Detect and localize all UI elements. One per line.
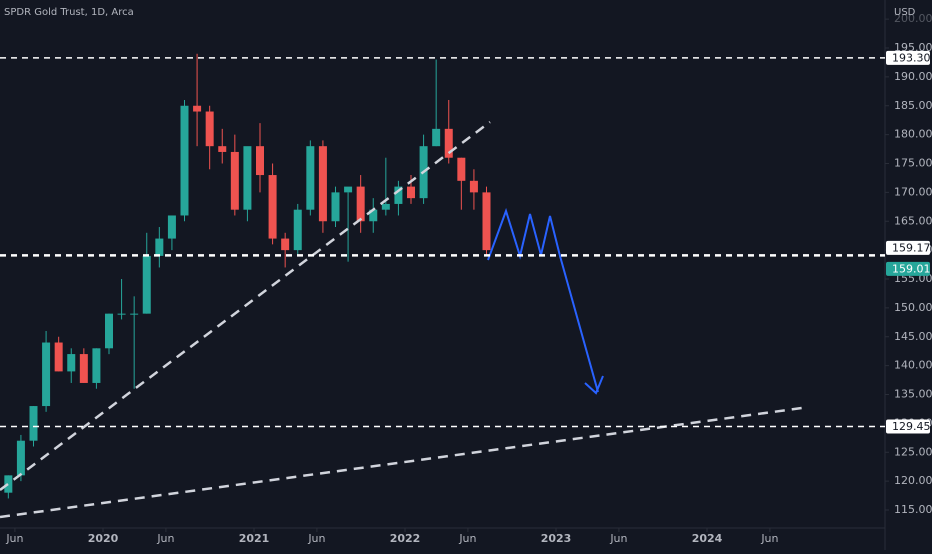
candle-body [180, 105, 189, 216]
y-tick-label: 125.00 [894, 445, 932, 458]
candle-body [105, 313, 113, 349]
candle-body [293, 209, 302, 251]
last-price-label-bg [886, 261, 930, 276]
candle-body [457, 157, 466, 181]
level-label-bg [886, 419, 930, 434]
y-tick-label: 135.00 [894, 388, 932, 401]
candle-body [16, 440, 25, 476]
candle-body [218, 146, 227, 152]
candle-body [155, 238, 164, 256]
candle-body [281, 238, 290, 251]
x-tick-label: 2021 [239, 532, 270, 545]
trendline [0, 406, 803, 519]
trendline [0, 121, 491, 491]
candle-body [243, 146, 252, 210]
candle-body [306, 146, 315, 210]
x-tick-label: Jun [609, 532, 627, 545]
candle-body [444, 128, 453, 158]
y-tick-label: 120.00 [894, 474, 932, 487]
candle-body [54, 342, 63, 372]
candle-body [381, 203, 390, 210]
x-tick-label: 2020 [88, 532, 119, 545]
candle-body [79, 354, 88, 383]
candle-body [67, 354, 76, 372]
candle-body [407, 186, 415, 199]
candle-body [230, 151, 239, 210]
projection-arrow [584, 375, 604, 395]
candle-body [42, 342, 51, 407]
y-tick-label: 165.00 [894, 214, 932, 227]
x-tick-label: Jun [156, 532, 174, 545]
candle-body [256, 146, 264, 176]
x-tick-label: 2023 [541, 532, 572, 545]
candle-body [432, 128, 441, 147]
y-tick-label: 200.00 [894, 12, 932, 25]
candle-body [482, 192, 491, 251]
last-price-label: 159.01 [892, 262, 931, 275]
candle-body [29, 406, 38, 441]
x-tick-label: Jun [5, 532, 23, 545]
level-label-bg [886, 50, 930, 65]
candle-body [142, 255, 151, 314]
candle-body [369, 209, 378, 222]
candle-body [205, 111, 214, 147]
level-label-bg [886, 240, 930, 255]
candle-body [331, 192, 340, 222]
y-tick-label: 175.00 [894, 157, 932, 170]
x-tick-label: Jun [458, 532, 476, 545]
y-tick-label: 150.00 [894, 301, 932, 314]
y-tick-label: 115.00 [894, 503, 932, 516]
candle-body [4, 475, 13, 493]
candle-body [268, 175, 277, 239]
chart-title: SPDR Gold Trust, 1D, Arca [4, 7, 134, 18]
y-tick-label: 170.00 [894, 185, 932, 198]
level-label: 159.17 [892, 241, 931, 254]
x-tick-label: 2022 [390, 532, 421, 545]
x-tick-label: Jun [307, 532, 325, 545]
candle-body [193, 105, 202, 112]
y-tick-label: 195.00 [894, 41, 932, 54]
candle-body [469, 180, 478, 193]
y-tick-label: 140.00 [894, 359, 932, 372]
y-tick-label: 145.00 [894, 330, 932, 343]
candle-body [130, 313, 139, 315]
candle-body [356, 186, 365, 222]
level-label: 193.30 [892, 51, 931, 64]
candle-body [117, 313, 126, 315]
y-tick-label: 180.00 [894, 128, 932, 141]
candle-body [318, 146, 327, 222]
plot [4, 53, 491, 499]
y-tick-label: 185.00 [894, 99, 932, 112]
projection-path [487, 207, 599, 393]
axis-unit: USD [894, 7, 916, 18]
candle-body [92, 348, 101, 383]
candle-body [344, 186, 353, 193]
candle-body [167, 215, 176, 239]
y-tick-label: 190.00 [894, 70, 932, 83]
x-tick-label: 2024 [692, 532, 723, 545]
candle-body [394, 186, 403, 204]
level-label: 129.45 [892, 420, 931, 433]
x-tick-label: Jun [760, 532, 778, 545]
